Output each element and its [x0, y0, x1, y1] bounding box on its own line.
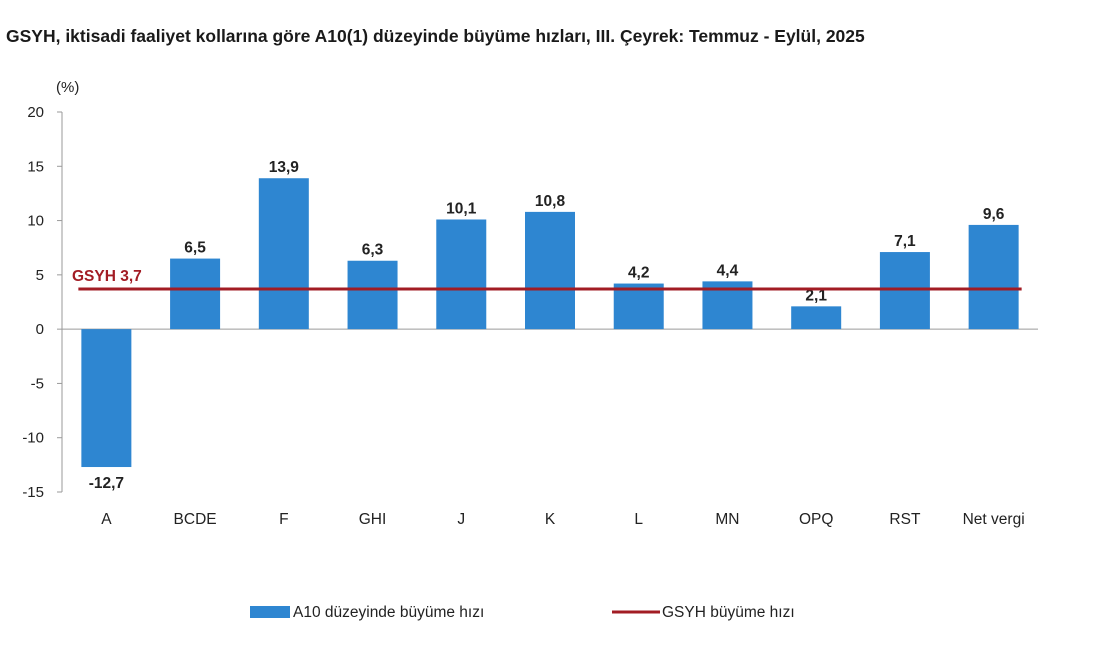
x-tick-label: RST	[889, 511, 921, 528]
data-label: 6,5	[184, 240, 206, 257]
y-tick-label: -5	[31, 375, 44, 392]
x-tick-label: L	[634, 511, 643, 528]
data-label: 6,3	[362, 242, 384, 259]
data-label: -12,7	[89, 475, 124, 492]
x-tick-label: K	[545, 511, 556, 528]
bar-rst	[879, 252, 930, 330]
y-tick-label: 0	[36, 321, 44, 338]
bar-k	[525, 211, 575, 330]
x-tick-label: OPQ	[799, 511, 833, 528]
bar-l	[613, 283, 664, 330]
bar-f	[258, 178, 309, 330]
x-tick-label: A	[101, 511, 112, 528]
x-tick-label: BCDE	[174, 511, 217, 528]
legend-label-bars: A10 düzeyinde büyüme hızı	[293, 604, 484, 621]
y-tick-label: -15	[22, 484, 44, 501]
x-tick-label: Net vergi	[963, 511, 1025, 528]
y-axis-unit-label: (%)	[56, 79, 79, 96]
legend-label-line: GSYH büyüme hızı	[662, 604, 795, 621]
data-label: 10,1	[446, 200, 477, 217]
bar-a	[81, 329, 132, 468]
data-label: 7,1	[894, 233, 916, 250]
bar-opq	[791, 306, 842, 330]
bar-net-vergi	[968, 224, 1019, 330]
bar-ghi	[347, 260, 398, 330]
data-label: 2,1	[805, 287, 827, 304]
y-tick-label: 10	[27, 213, 44, 230]
chart-title: GSYH, iktisadi faaliyet kollarına göre A…	[6, 26, 865, 46]
x-tick-label: F	[279, 511, 288, 528]
data-label: 10,8	[535, 193, 566, 210]
gsyh-reference-label: GSYH 3,7	[72, 268, 142, 285]
y-tick-label: 20	[27, 104, 44, 121]
data-label: 4,2	[628, 265, 650, 282]
x-tick-label: J	[457, 511, 465, 528]
bar-bcde	[170, 258, 221, 330]
y-tick-label: -10	[22, 430, 44, 447]
x-tick-label: MN	[715, 511, 739, 528]
legend-swatch-bars	[250, 606, 290, 618]
data-label: 13,9	[269, 159, 300, 176]
bar-j	[436, 219, 487, 330]
y-tick-label: 15	[27, 158, 44, 175]
y-tick-label: 5	[36, 267, 44, 284]
x-tick-label: GHI	[359, 511, 387, 528]
data-label: 4,4	[717, 262, 739, 279]
data-label: 9,6	[983, 206, 1005, 223]
